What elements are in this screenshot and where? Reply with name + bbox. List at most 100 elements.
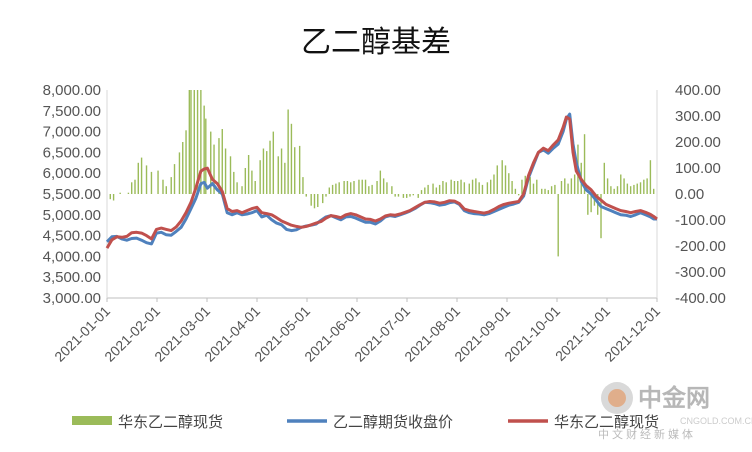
bar: [646, 178, 648, 194]
bar: [382, 178, 385, 194]
bar: [157, 170, 159, 194]
bar: [532, 183, 535, 194]
x-axis-labels: 2021-01-012021-02-012021-03-012021-04-01…: [51, 298, 663, 365]
bar: [616, 186, 619, 194]
bar: [496, 165, 498, 194]
watermark-url: CNGOLD.COM.CN: [680, 416, 752, 426]
bar: [603, 162, 606, 194]
bar: [564, 178, 566, 194]
bar: [590, 194, 592, 213]
bar: [504, 165, 507, 194]
bar: [305, 194, 307, 197]
bar: [463, 182, 466, 194]
bar: [544, 188, 546, 194]
bar: [254, 181, 256, 194]
y-left-tick-label: 6,000.00: [43, 165, 101, 182]
bar: [517, 194, 520, 196]
watermark-sub: 中文财经新媒体: [598, 427, 696, 441]
bar: [489, 179, 492, 194]
bar: [353, 181, 355, 194]
bar: [560, 181, 563, 194]
bar: [229, 156, 232, 194]
y-left-tick-label: 8,000.00: [43, 82, 101, 99]
bar: [550, 186, 553, 194]
bar: [338, 182, 340, 194]
bar: [639, 182, 642, 194]
bar: [244, 168, 247, 194]
bar: [406, 194, 408, 198]
bar: [438, 184, 441, 194]
bar: [196, 90, 199, 194]
bar: [251, 170, 253, 194]
bar: [331, 184, 334, 194]
bar: [583, 134, 586, 194]
bar: [376, 181, 378, 194]
bar: [453, 181, 456, 194]
bar: [182, 142, 184, 194]
bar: [536, 179, 538, 194]
bar: [613, 188, 615, 194]
y-right-tick-label: 0.00: [675, 186, 704, 203]
bar: [145, 165, 148, 194]
bar: [203, 105, 205, 194]
bar: [272, 131, 275, 194]
bar: [475, 178, 477, 194]
bar: [269, 140, 271, 194]
bar: [626, 183, 629, 194]
chart-title: 乙二醇基差: [301, 25, 451, 60]
bar: [481, 184, 484, 194]
bar: [236, 182, 238, 194]
bar: [150, 171, 153, 194]
y-right-tick-label: -400.00: [675, 290, 726, 307]
bar: [109, 194, 111, 200]
y-left-tick-label: 7,500.00: [43, 103, 101, 120]
bar: [508, 173, 510, 194]
bar: [131, 182, 133, 194]
bar: [368, 186, 370, 194]
bar: [205, 118, 207, 194]
y-left-tick-label: 5,500.00: [43, 186, 101, 203]
bar: [521, 179, 523, 194]
bar: [386, 182, 388, 194]
bar: [460, 179, 462, 194]
bar: [435, 187, 438, 194]
bar: [325, 194, 327, 197]
bar: [643, 179, 645, 194]
bar: [394, 194, 396, 197]
y-right-tick-label: -200.00: [675, 238, 726, 255]
bar: [554, 184, 556, 194]
legend-label: 乙二醇期货收盘价: [333, 413, 453, 431]
bar: [417, 194, 419, 198]
bar: [313, 194, 316, 209]
bar: [218, 138, 220, 194]
bar: [501, 160, 503, 194]
bar: [140, 157, 143, 194]
bar: [162, 179, 164, 194]
bar: [294, 147, 296, 194]
bar: [420, 190, 423, 194]
y-right-tick-label: 300.00: [675, 108, 721, 125]
y-left-tick-label: 7,000.00: [43, 124, 101, 141]
y-right-tick-label: -300.00: [675, 264, 726, 281]
y-left-tick-label: 4,000.00: [43, 248, 101, 265]
bar: [653, 188, 655, 194]
legend-swatch: [72, 416, 112, 425]
y-right-tick-label: 200.00: [675, 134, 721, 151]
bar: [112, 194, 115, 201]
y-right-tick-label: 100.00: [675, 160, 721, 177]
bar: [445, 182, 447, 194]
y-left-tick-label: 3,000.00: [43, 290, 101, 307]
bar: [361, 179, 363, 194]
bar: [557, 194, 559, 257]
bar: [358, 179, 360, 194]
bar: [471, 179, 474, 194]
bar: [127, 192, 130, 194]
y-left-tick-label: 3,500.00: [43, 269, 101, 286]
bar: [343, 181, 345, 194]
bar: [397, 194, 400, 197]
bar: [193, 90, 195, 194]
bar: [391, 186, 393, 194]
y-left-tick-label: 4,500.00: [43, 228, 101, 245]
y-left-tick-label: 6,500.00: [43, 144, 101, 161]
bar: [213, 144, 215, 194]
